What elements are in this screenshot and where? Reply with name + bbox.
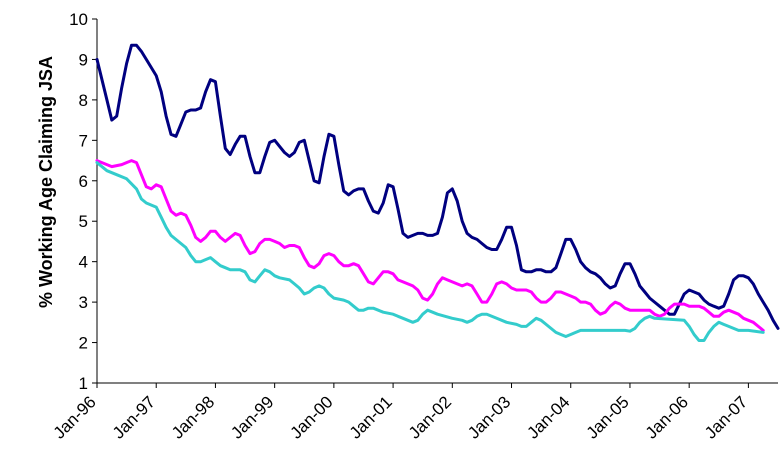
y-tick-label: 4 — [79, 253, 88, 272]
y-axis: 1 2 3 4 5 6 7 8 9 10 — [69, 10, 98, 393]
series-line-3 — [95, 161, 765, 342]
y-tick-label: 8 — [79, 91, 88, 110]
x-tick-label: Jan-98 — [168, 392, 218, 442]
x-tick-label: Jan-03 — [464, 392, 514, 442]
x-tick-label: Jan-96 — [50, 392, 100, 442]
x-tick-label: Jan-07 — [701, 392, 751, 442]
y-tick-label: 7 — [79, 131, 88, 150]
y-tick-label: 9 — [79, 50, 88, 69]
y-axis-title: % Working Age Claiming JSA — [36, 56, 56, 308]
series-line-2 — [95, 159, 765, 332]
x-tick-label: Jan-04 — [523, 392, 573, 442]
y-tick-label: 2 — [79, 334, 88, 353]
y-tick-label: 1 — [79, 374, 88, 393]
x-tick-label: Jan-02 — [405, 392, 455, 442]
y-tick-label: 6 — [79, 172, 88, 191]
y-tick-label: 10 — [69, 10, 88, 29]
x-ticks: Jan-96 Jan-97 Jan-98 Jan-99 Jan-00 Jan-01 Jan-… — [50, 383, 751, 443]
x-tick-label: Jan-01 — [346, 392, 396, 442]
x-tick-label: Jan-99 — [227, 392, 277, 442]
x-tick-label: Jan-05 — [583, 392, 633, 442]
x-tick-label: Jan-06 — [642, 392, 692, 442]
x-axis: Jan-96 Jan-97 Jan-98 Jan-99 Jan-00 Jan-01 Jan-… — [50, 382, 778, 443]
y-ticks: 1 2 3 4 5 6 7 8 9 10 — [69, 10, 97, 393]
series-layer — [95, 43, 780, 342]
x-tick-label: Jan-00 — [287, 392, 337, 442]
y-tick-label: 3 — [79, 293, 88, 312]
y-tick-label: 5 — [79, 212, 88, 231]
x-tick-label: Jan-97 — [109, 392, 159, 442]
